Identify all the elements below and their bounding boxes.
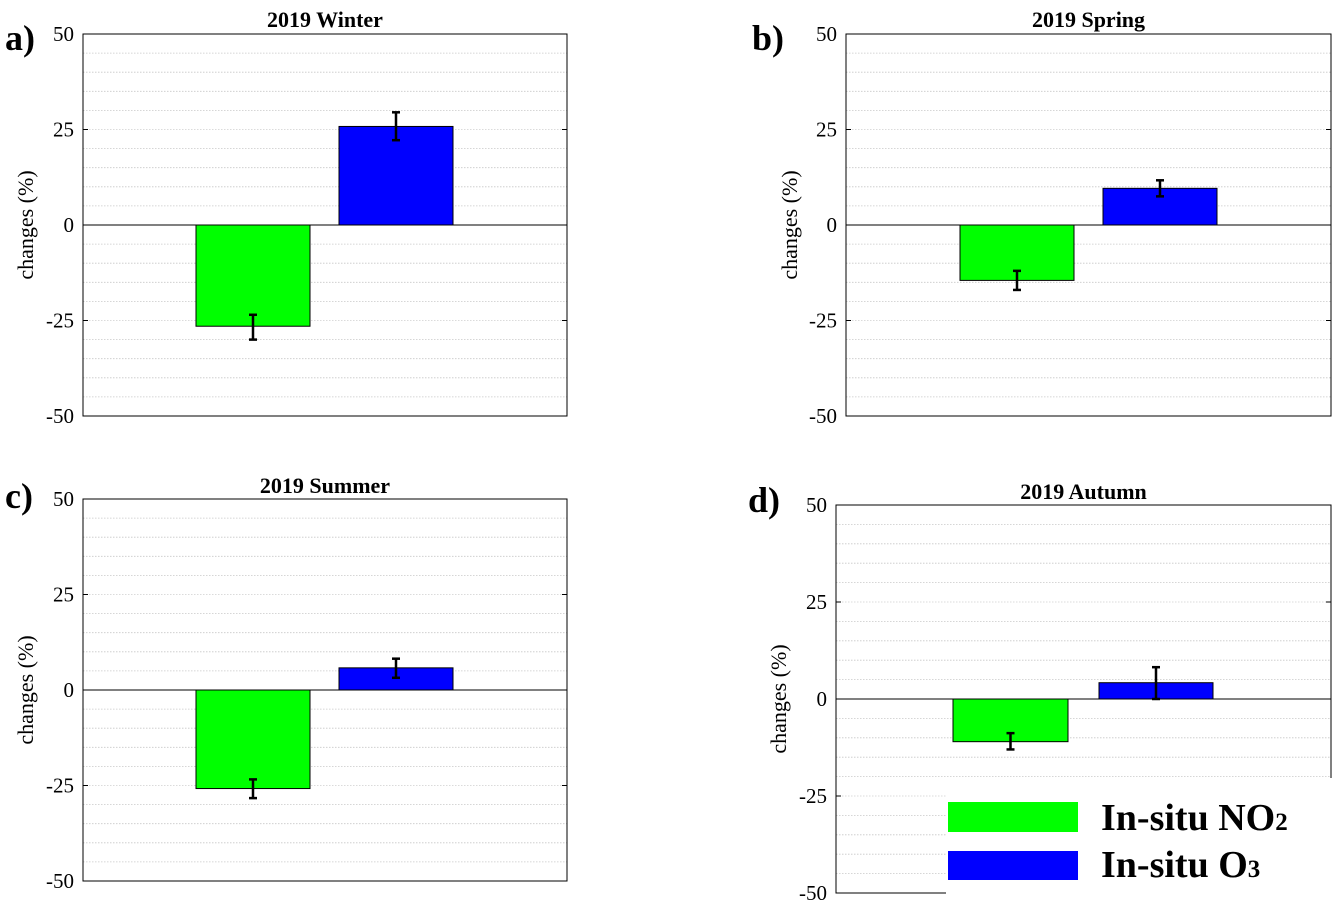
panel-label: b) — [752, 18, 784, 58]
panel-title: 2019 Summer — [260, 473, 390, 498]
y-tick-label: -25 — [799, 784, 827, 808]
legend-swatch-o3 — [948, 851, 1078, 880]
y-axis-label: changes (%) — [766, 644, 791, 753]
y-tick-label: 50 — [816, 22, 837, 46]
bar-in-situ-o3 — [338, 125, 454, 226]
legend-swatch-no2 — [948, 802, 1078, 832]
y-tick-label: 50 — [806, 493, 827, 517]
error-bar — [392, 657, 400, 680]
y-tick-label: -25 — [46, 774, 74, 798]
y-tick-label: -25 — [46, 309, 74, 333]
panel-title: 2019 Autumn — [1020, 479, 1147, 504]
legend-label-no2: In-situ NO2 — [1101, 797, 1288, 839]
error-bar — [1013, 269, 1021, 292]
y-tick-label: 25 — [53, 583, 74, 607]
panel-2019-winter: -50 -25 0 25 50 2019 Winter a) changes (%) — [5, 7, 568, 428]
y-tick-label: -50 — [809, 404, 837, 428]
panel-2019-spring: -50 -25 0 25 50 2019 Spring b) changes (%) — [752, 7, 1332, 428]
y-tick-label: 0 — [827, 213, 838, 237]
y-tick-label: -50 — [46, 404, 74, 428]
error-bar — [1156, 179, 1164, 198]
y-tick-label: 0 — [817, 687, 828, 711]
bar-in-situ-no2 — [195, 224, 311, 327]
legend-label-o3: In-situ O3 — [1101, 844, 1260, 886]
error-bar — [392, 111, 400, 142]
y-tick-label: -50 — [799, 881, 827, 905]
y-tick-label: 50 — [53, 487, 74, 511]
panel-label: a) — [5, 18, 35, 58]
y-axis-label: changes (%) — [13, 170, 38, 279]
y-tick-label: 25 — [806, 590, 827, 614]
bar-in-situ-no2 — [195, 689, 311, 790]
panel-label: d) — [748, 480, 780, 520]
y-tick-label: 25 — [816, 118, 837, 142]
panel-2019-summer: -50 -25 0 25 50 2019 Summer c) changes (%) — [5, 473, 568, 893]
y-tick-label: 0 — [64, 678, 75, 702]
y-tick-label: 0 — [64, 213, 75, 237]
y-tick-label: -50 — [46, 869, 74, 893]
y-tick-label: 50 — [53, 22, 74, 46]
legend: In-situ NO2 In-situ O3 — [946, 778, 1333, 905]
error-bar — [1006, 731, 1015, 751]
y-tick-label: 25 — [53, 118, 74, 142]
panel-label: c) — [5, 476, 33, 516]
legend-background — [946, 778, 1333, 905]
y-axis-label: changes (%) — [13, 635, 38, 744]
y-tick-label: -25 — [809, 309, 837, 333]
error-bar — [249, 313, 257, 341]
panel-title: 2019 Spring — [1032, 7, 1145, 32]
panel-title: 2019 Winter — [267, 7, 383, 32]
error-bar — [249, 778, 257, 800]
y-axis-label: changes (%) — [777, 170, 802, 279]
